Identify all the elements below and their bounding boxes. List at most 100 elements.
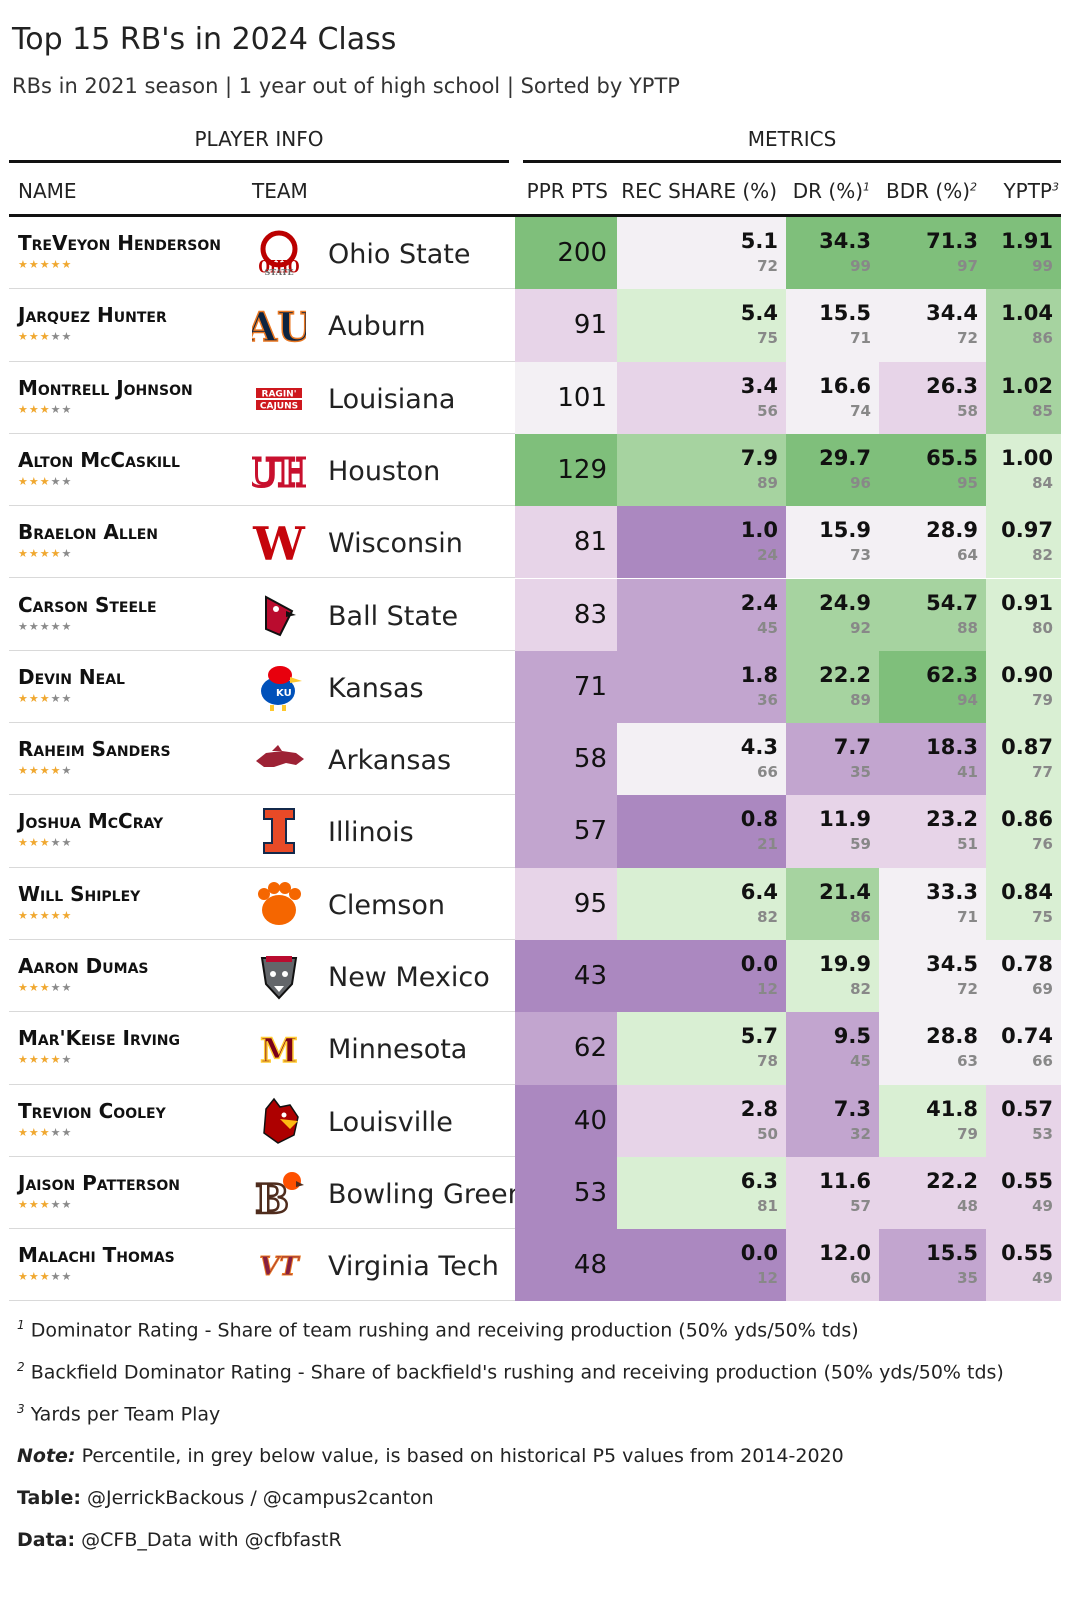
rec-share-cell: 0.0 12 bbox=[617, 1229, 786, 1302]
star-icon: ★ bbox=[28, 330, 40, 344]
yptp-value: 0.87 bbox=[1001, 735, 1053, 760]
bdr-value: 71.3 bbox=[926, 229, 978, 253]
svg-text:AU: AU bbox=[252, 304, 306, 351]
dr-value: 22.2 bbox=[819, 662, 871, 687]
table-row: Mar'Keise Irving ★★★★★ M Minnesota 62 5.7 78 9.… bbox=[9, 1012, 1061, 1085]
star-icon: ★ bbox=[28, 474, 40, 488]
player-stars: ★★★★★ bbox=[18, 1126, 72, 1139]
column-header-team: TEAM bbox=[252, 179, 308, 203]
star-icon: ★ bbox=[18, 330, 29, 344]
star-icon: ★ bbox=[50, 402, 62, 416]
svg-text:CAJUNS: CAJUNS bbox=[260, 401, 298, 411]
star-icon: ★ bbox=[28, 619, 40, 633]
star-icon: ★ bbox=[39, 474, 51, 488]
dr-cell: 11.9 59 bbox=[786, 795, 879, 868]
star-icon: ★ bbox=[61, 1053, 73, 1067]
dr-value: 24.9 bbox=[819, 590, 871, 615]
ppr-cell: 129 bbox=[515, 433, 617, 507]
dr-cell: 21.4 86 bbox=[786, 867, 879, 940]
star-icon: ★ bbox=[50, 836, 62, 850]
rec-share-value: 1.0 bbox=[740, 518, 778, 543]
rec-share-percentile: 21 bbox=[757, 835, 778, 854]
rec-share-percentile: 45 bbox=[757, 618, 778, 637]
dr-cell: 34.3 99 bbox=[786, 217, 879, 290]
yptp-cell: 0.84 75 bbox=[986, 867, 1061, 940]
yptp-cell: 0.86 76 bbox=[986, 795, 1061, 868]
bdr-cell: 28.8 63 bbox=[879, 1012, 986, 1085]
note-text: Percentile, in grey below value, is base… bbox=[75, 1445, 844, 1467]
bdr-cell: 15.5 35 bbox=[879, 1229, 986, 1302]
bdr-percentile: 94 bbox=[957, 690, 978, 709]
louisiana-logo: RAGIN' CAJUNS bbox=[252, 372, 306, 424]
yptp-value: 1.04 bbox=[1001, 301, 1053, 326]
player-name: Montrell Johnson bbox=[18, 375, 193, 400]
dr-cell: 7.3 32 bbox=[786, 1084, 879, 1157]
yptp-value: 0.55 bbox=[1001, 1168, 1053, 1193]
dr-cell: 7.7 35 bbox=[786, 723, 879, 796]
ppr-cell: 200 bbox=[515, 217, 617, 290]
star-icon: ★ bbox=[61, 691, 73, 705]
team-name: Bowling Green bbox=[328, 1178, 525, 1210]
star-icon: ★ bbox=[18, 258, 29, 271]
rec-share-value: 5.7 bbox=[740, 1024, 778, 1049]
rec-share-cell: 7.9 89 bbox=[617, 433, 786, 507]
star-icon: ★ bbox=[39, 1125, 51, 1139]
star-icon: ★ bbox=[50, 1197, 62, 1211]
star-icon: ★ bbox=[61, 330, 73, 344]
svg-text:STATE: STATE bbox=[264, 267, 293, 277]
star-icon: ★ bbox=[28, 1270, 40, 1284]
bdr-value: 34.4 bbox=[926, 301, 978, 326]
yptp-cell: 0.97 82 bbox=[986, 506, 1061, 579]
rec-share-percentile: 36 bbox=[757, 690, 778, 709]
louisville-logo bbox=[252, 1095, 306, 1147]
svg-text:KU: KU bbox=[276, 688, 292, 699]
yptp-cell: 0.57 53 bbox=[986, 1084, 1061, 1157]
bdr-percentile: 95 bbox=[957, 473, 978, 492]
star-icon: ★ bbox=[61, 1125, 73, 1139]
bdr-percentile: 58 bbox=[957, 401, 978, 420]
rec-share-cell: 6.4 82 bbox=[617, 867, 786, 940]
rec-share-percentile: 82 bbox=[757, 907, 778, 926]
yptp-cell: 0.90 79 bbox=[986, 650, 1061, 724]
star-icon: ★ bbox=[61, 402, 73, 416]
footnote-3-mark: 3 bbox=[17, 1402, 25, 1416]
bdr-percentile: 41 bbox=[957, 763, 978, 782]
dr-cell: 19.9 82 bbox=[786, 940, 879, 1013]
team-name: Clemson bbox=[328, 889, 445, 921]
rec-share-value: 0.0 bbox=[740, 1241, 778, 1266]
yptp-cell: 0.78 69 bbox=[986, 940, 1061, 1013]
star-icon: ★ bbox=[50, 474, 62, 488]
dr-percentile: 71 bbox=[850, 329, 871, 348]
team-name: Ball State bbox=[328, 600, 459, 632]
star-icon: ★ bbox=[18, 764, 29, 778]
team-name: Kansas bbox=[328, 672, 424, 704]
bdr-value: 18.3 bbox=[926, 735, 978, 760]
yptp-cell: 1.02 85 bbox=[986, 361, 1061, 434]
star-icon: ★ bbox=[39, 908, 51, 922]
bdr-value: 62.3 bbox=[926, 662, 978, 687]
table-credit-line: Table: @JerrickBackous / @campus2canton bbox=[17, 1487, 434, 1509]
player-stars: ★★★★★ bbox=[18, 547, 72, 560]
dr-percentile: 60 bbox=[850, 1269, 871, 1288]
star-icon: ★ bbox=[28, 547, 40, 561]
bdr-value: 28.9 bbox=[926, 518, 978, 543]
player-name: Will Shipley bbox=[18, 881, 141, 906]
star-icon: ★ bbox=[18, 836, 29, 850]
ppr-cell: 57 bbox=[515, 795, 617, 868]
star-icon: ★ bbox=[28, 1197, 40, 1211]
table-row: TreVeyon Henderson ★★★★★ OHIO STATE Ohio Sta… bbox=[9, 217, 1061, 290]
team-name: Wisconsin bbox=[328, 528, 463, 560]
virginia-tech-logo: VT bbox=[252, 1239, 306, 1291]
table-row: Aaron Dumas ★★★★★ New Mexico 43 0.0 12 19.9 82 3… bbox=[9, 940, 1061, 1013]
new-mexico-logo bbox=[252, 950, 306, 1002]
note-line: Note: Percentile, in grey below value, i… bbox=[17, 1445, 844, 1467]
star-icon: ★ bbox=[28, 908, 40, 922]
star-icon: ★ bbox=[61, 836, 73, 850]
rec-share-percentile: 24 bbox=[757, 546, 778, 565]
table-row: Malachi Thomas ★★★★★ VT Virginia Tech 48 0.0 1… bbox=[9, 1229, 1061, 1302]
svg-text:RAGIN': RAGIN' bbox=[262, 389, 297, 399]
rec-share-value: 4.3 bbox=[740, 735, 778, 760]
svg-text:W: W bbox=[252, 517, 306, 568]
player-name: Alton McCaskill bbox=[18, 447, 180, 472]
star-icon: ★ bbox=[28, 1125, 40, 1139]
